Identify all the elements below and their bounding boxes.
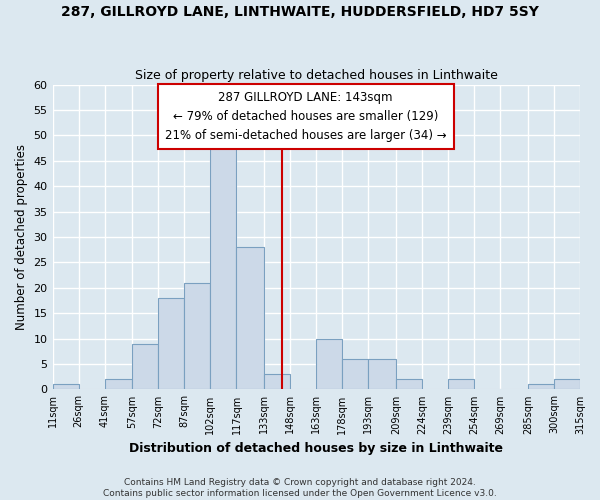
Bar bbox=[133, 344, 158, 390]
Text: 287 GILLROYD LANE: 143sqm
← 79% of detached houses are smaller (129)
21% of semi: 287 GILLROYD LANE: 143sqm ← 79% of detac… bbox=[165, 90, 446, 142]
Bar bbox=[104, 380, 133, 390]
Bar bbox=[396, 380, 422, 390]
Bar bbox=[158, 298, 184, 390]
Bar bbox=[554, 380, 580, 390]
Bar bbox=[342, 359, 368, 390]
Text: Contains HM Land Registry data © Crown copyright and database right 2024.
Contai: Contains HM Land Registry data © Crown c… bbox=[103, 478, 497, 498]
Text: 287, GILLROYD LANE, LINTHWAITE, HUDDERSFIELD, HD7 5SY: 287, GILLROYD LANE, LINTHWAITE, HUDDERSF… bbox=[61, 5, 539, 19]
X-axis label: Distribution of detached houses by size in Linthwaite: Distribution of detached houses by size … bbox=[129, 442, 503, 455]
Bar bbox=[236, 247, 264, 390]
Title: Size of property relative to detached houses in Linthwaite: Size of property relative to detached ho… bbox=[135, 69, 498, 82]
Bar bbox=[264, 374, 290, 390]
Bar bbox=[53, 384, 79, 390]
Bar bbox=[528, 384, 554, 390]
Bar bbox=[448, 380, 474, 390]
Bar bbox=[211, 146, 236, 390]
Bar bbox=[316, 338, 342, 390]
Bar bbox=[368, 359, 396, 390]
Bar bbox=[184, 282, 211, 390]
Y-axis label: Number of detached properties: Number of detached properties bbox=[15, 144, 28, 330]
